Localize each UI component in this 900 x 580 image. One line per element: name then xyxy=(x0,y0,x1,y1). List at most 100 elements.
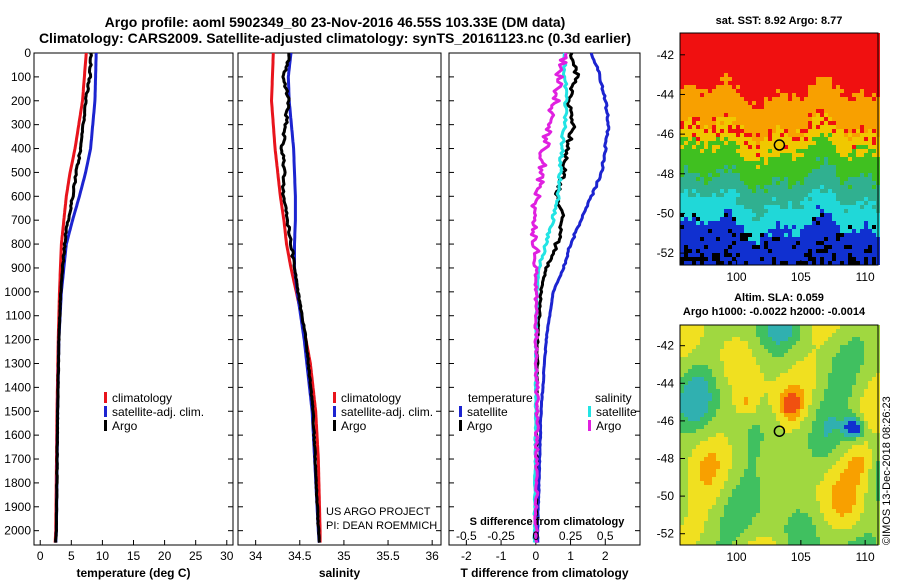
map-cell xyxy=(684,105,688,109)
map-cell xyxy=(776,385,780,389)
map-cell xyxy=(692,245,696,249)
map-cell xyxy=(788,249,792,253)
map-cell xyxy=(780,189,784,193)
map-cell xyxy=(872,153,876,157)
map-cell xyxy=(692,149,696,153)
map-cell xyxy=(728,205,732,209)
map-cell xyxy=(832,341,836,345)
map-cell xyxy=(724,369,728,373)
map-cell xyxy=(736,57,740,61)
map-cell xyxy=(860,233,864,237)
map-cell xyxy=(864,97,868,101)
map-cell xyxy=(812,349,816,353)
map-cell xyxy=(836,261,840,265)
map-cell xyxy=(748,97,752,101)
map-cell xyxy=(776,469,780,473)
map-cell xyxy=(800,441,804,445)
map-cell xyxy=(772,437,776,441)
map-cell xyxy=(708,393,712,397)
map-cell xyxy=(800,365,804,369)
map-cell xyxy=(796,65,800,69)
map-cell xyxy=(728,225,732,229)
map-cell xyxy=(856,353,860,357)
map-cell xyxy=(852,169,856,173)
map-cell xyxy=(796,169,800,173)
map-cell xyxy=(732,49,736,53)
map-cell xyxy=(832,453,836,457)
map-cell xyxy=(848,461,852,465)
map-cell xyxy=(740,397,744,401)
map-cell xyxy=(712,361,716,365)
map-cell xyxy=(776,341,780,345)
map-cell xyxy=(832,417,836,421)
map-cell xyxy=(808,125,812,129)
map-cell xyxy=(720,413,724,417)
map-cell xyxy=(836,193,840,197)
map-cell xyxy=(824,97,828,101)
map-cell xyxy=(728,45,732,49)
map-cell xyxy=(868,377,872,381)
map-y-tick-label: -44 xyxy=(657,87,675,101)
map-cell xyxy=(744,369,748,373)
map-cell xyxy=(724,49,728,53)
map-cell xyxy=(804,409,808,413)
map-cell xyxy=(832,365,836,369)
map-cell xyxy=(868,41,872,45)
map-cell xyxy=(688,33,692,37)
project-credit: PI: DEAN ROEMMICH xyxy=(326,520,437,532)
map-cell xyxy=(816,385,820,389)
map-cell xyxy=(868,109,872,113)
map-cell xyxy=(760,337,764,341)
map-cell xyxy=(844,93,848,97)
map-cell xyxy=(728,73,732,77)
map-cell xyxy=(684,245,688,249)
map-cell xyxy=(796,37,800,41)
map-cell xyxy=(744,337,748,341)
map-cell xyxy=(736,245,740,249)
map-cell xyxy=(776,429,780,433)
map-cell xyxy=(732,373,736,377)
map-cell xyxy=(720,121,724,125)
map-cell xyxy=(828,181,832,185)
map-cell xyxy=(856,197,860,201)
map-cell xyxy=(820,221,824,225)
map-cell xyxy=(684,109,688,113)
map-cell xyxy=(688,109,692,113)
map-cell xyxy=(868,257,872,261)
map-cell xyxy=(712,405,716,409)
map-cell xyxy=(836,417,840,421)
map-cell xyxy=(840,457,844,461)
map-cell xyxy=(680,469,684,473)
map-cell xyxy=(800,433,804,437)
map-cell xyxy=(812,413,816,417)
map-cell xyxy=(848,233,852,237)
map-cell xyxy=(796,433,800,437)
map-cell xyxy=(836,201,840,205)
map-cell xyxy=(720,329,724,333)
map-cell xyxy=(704,253,708,257)
map-cell xyxy=(692,249,696,253)
map-cell xyxy=(828,185,832,189)
map-cell xyxy=(836,125,840,129)
map-cell xyxy=(720,429,724,433)
map-cell xyxy=(728,157,732,161)
map-cell xyxy=(764,361,768,365)
map-cell xyxy=(724,85,728,89)
map-cell xyxy=(684,101,688,105)
map-cell xyxy=(808,37,812,41)
map-cell xyxy=(844,405,848,409)
map-cell xyxy=(828,33,832,37)
map-cell xyxy=(684,93,688,97)
map-cell xyxy=(740,441,744,445)
map-cell xyxy=(784,81,788,85)
map-cell xyxy=(796,397,800,401)
map-cell xyxy=(856,393,860,397)
plot-frame xyxy=(448,52,641,546)
map-cell xyxy=(820,233,824,237)
map-cell xyxy=(712,145,716,149)
y-tick-label: 2000 xyxy=(4,524,31,538)
map-cell xyxy=(724,233,728,237)
map-cell xyxy=(708,217,712,221)
map-cell xyxy=(752,189,756,193)
map-cell xyxy=(840,329,844,333)
